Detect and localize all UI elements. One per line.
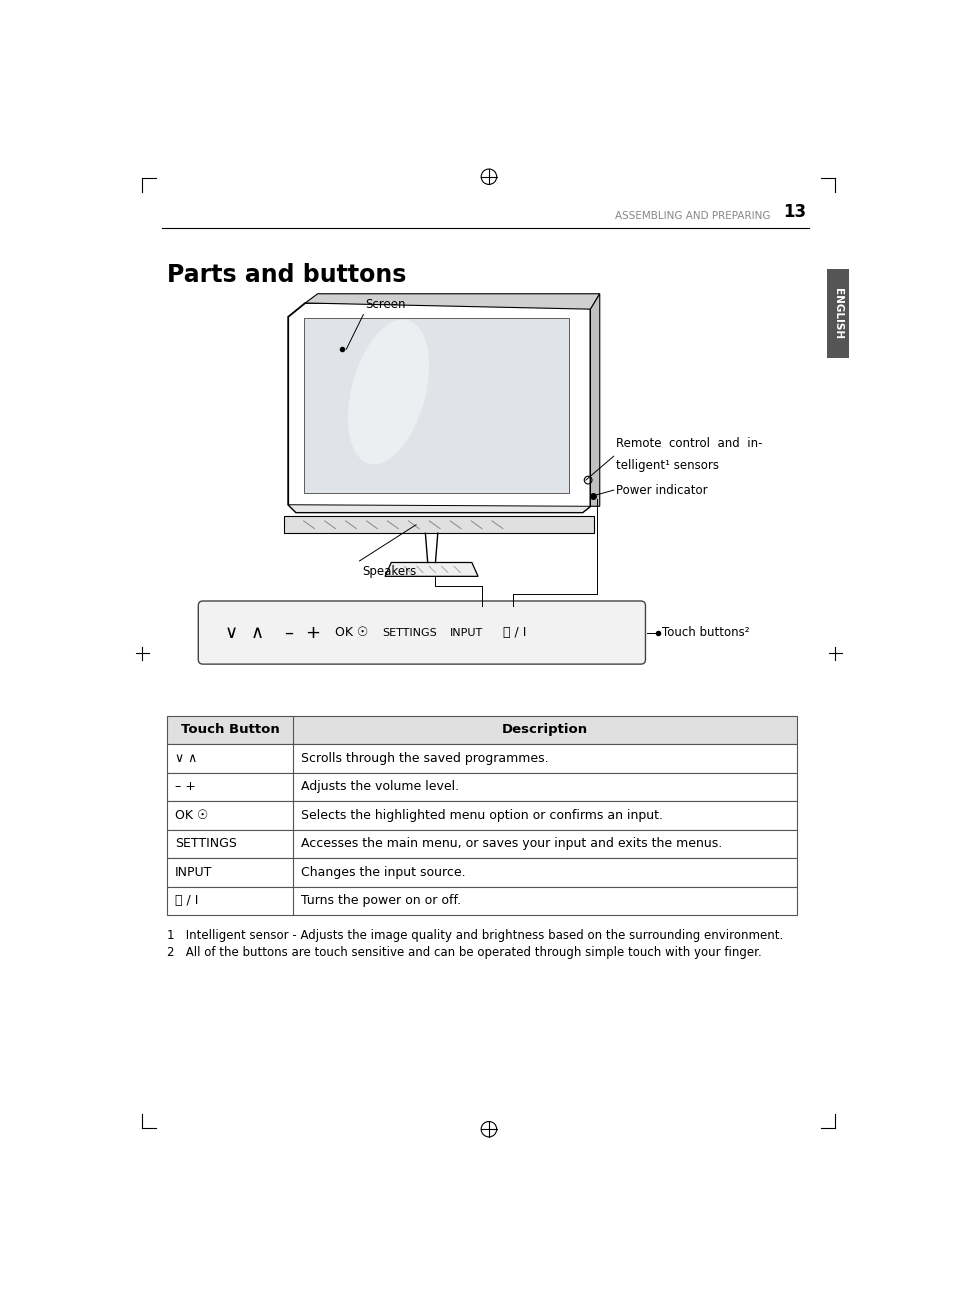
Ellipse shape (348, 319, 429, 464)
Text: –: – (283, 623, 293, 641)
Text: Touch Button: Touch Button (180, 724, 279, 737)
Text: Power indicator: Power indicator (616, 484, 707, 497)
Text: Accesses the main menu, or saves your input and exits the menus.: Accesses the main menu, or saves your in… (300, 838, 721, 851)
Text: SETTINGS: SETTINGS (382, 627, 436, 637)
Text: INPUT: INPUT (174, 866, 213, 879)
Polygon shape (305, 294, 599, 309)
FancyBboxPatch shape (198, 601, 645, 665)
Text: Parts and buttons: Parts and buttons (167, 262, 406, 287)
Polygon shape (590, 294, 599, 507)
Text: OK ☉: OK ☉ (174, 809, 208, 822)
Text: Changes the input source.: Changes the input source. (300, 866, 465, 879)
Text: Speakers: Speakers (361, 565, 416, 578)
Text: Turns the power on or off.: Turns the power on or off. (300, 895, 460, 908)
Text: telligent¹ sensors: telligent¹ sensors (616, 459, 719, 472)
Polygon shape (385, 562, 477, 577)
Text: 13: 13 (782, 203, 805, 221)
FancyBboxPatch shape (167, 830, 796, 859)
Text: SETTINGS: SETTINGS (174, 838, 236, 851)
Text: ENGLISH: ENGLISH (832, 288, 841, 339)
Text: ⏻ / I: ⏻ / I (502, 626, 526, 639)
Text: Screen: Screen (365, 297, 406, 310)
FancyBboxPatch shape (167, 773, 796, 802)
FancyBboxPatch shape (303, 318, 568, 493)
Text: Adjusts the volume level.: Adjusts the volume level. (300, 781, 458, 794)
Text: ∨: ∨ (225, 623, 238, 641)
FancyBboxPatch shape (167, 887, 796, 915)
Text: ASSEMBLING AND PREPARING: ASSEMBLING AND PREPARING (614, 211, 769, 221)
Text: OK ☉: OK ☉ (335, 626, 368, 639)
FancyBboxPatch shape (167, 859, 796, 887)
Text: ⏻ / I: ⏻ / I (174, 895, 198, 908)
Text: +: + (305, 623, 320, 641)
Text: 1   Intelligent sensor - Adjusts the image quality and brightness based on the s: 1 Intelligent sensor - Adjusts the image… (167, 928, 782, 943)
Text: Selects the highlighted menu option or confirms an input.: Selects the highlighted menu option or c… (300, 809, 662, 822)
Text: ∧: ∧ (251, 623, 263, 641)
FancyBboxPatch shape (826, 269, 847, 358)
Text: Scrolls through the saved programmes.: Scrolls through the saved programmes. (300, 753, 548, 765)
FancyBboxPatch shape (167, 802, 796, 830)
Polygon shape (288, 504, 590, 512)
Text: 2   All of the buttons are touch sensitive and can be operated through simple to: 2 All of the buttons are touch sensitive… (167, 946, 761, 959)
Text: Touch buttons²: Touch buttons² (661, 626, 748, 639)
Text: Remote  control  and  in-: Remote control and in- (616, 437, 761, 450)
FancyBboxPatch shape (284, 516, 594, 533)
FancyBboxPatch shape (167, 745, 796, 773)
Text: – +: – + (174, 781, 195, 794)
Text: INPUT: INPUT (450, 627, 482, 637)
FancyBboxPatch shape (167, 716, 796, 745)
Text: Description: Description (501, 724, 587, 737)
Text: ∨ ∧: ∨ ∧ (174, 753, 197, 765)
